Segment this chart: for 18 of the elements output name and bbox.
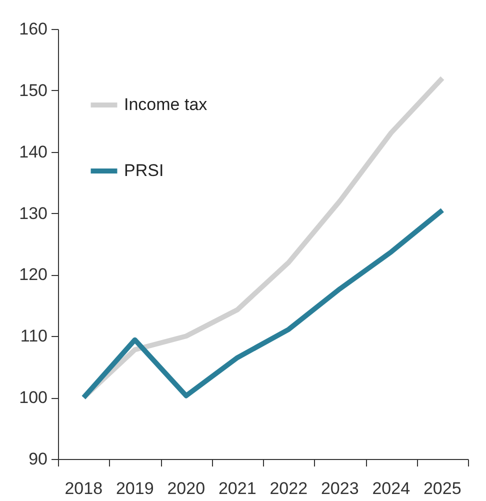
y-tick-label: 160 xyxy=(19,20,48,38)
y-tick-label: 110 xyxy=(20,326,48,346)
y-tick-label: 100 xyxy=(19,388,48,408)
x-tick-label: 2018 xyxy=(64,479,103,498)
legend-label: PRSI xyxy=(124,161,164,180)
x-tick-label: 2022 xyxy=(270,479,308,498)
x-tick-label: 2023 xyxy=(320,479,359,498)
y-tick-label: 150 xyxy=(19,80,48,100)
x-tick-label: 2025 xyxy=(423,479,462,498)
legend-label: Income tax xyxy=(124,95,208,114)
y-tick-label: 90 xyxy=(28,450,48,468)
y-tick-label: 120 xyxy=(19,265,48,284)
y-tick-label: 130 xyxy=(19,204,48,223)
x-tick-label: 2019 xyxy=(116,479,154,498)
x-tick-label: 2021 xyxy=(218,479,256,498)
y-tick-label: 140 xyxy=(19,142,48,162)
x-tick-label: 2024 xyxy=(372,479,410,498)
x-tick-label: 2020 xyxy=(167,479,206,498)
